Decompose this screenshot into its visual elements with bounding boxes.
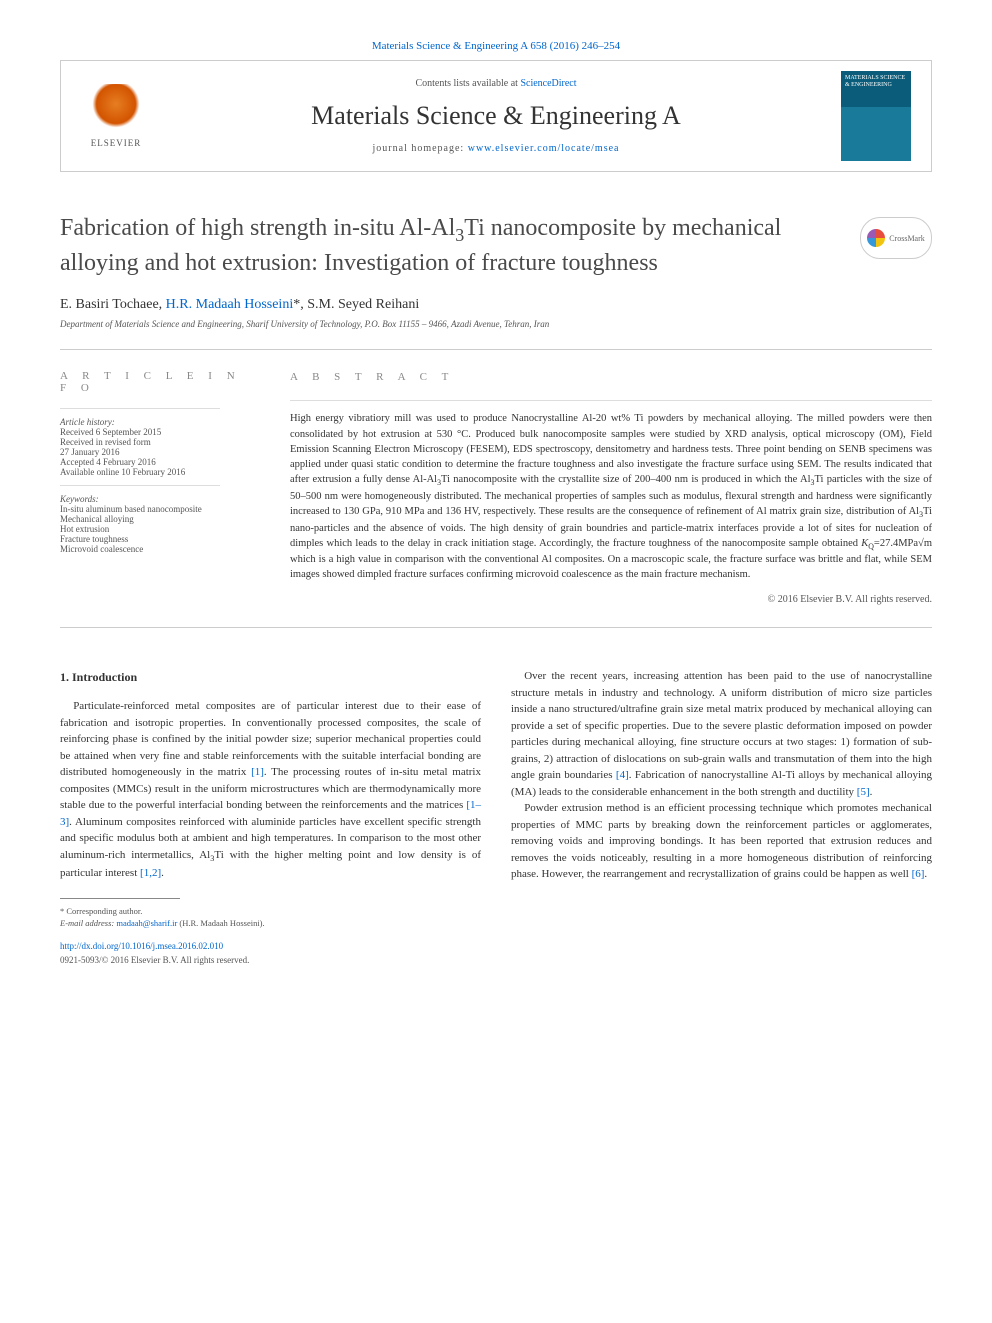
affiliation: Department of Materials Science and Engi… xyxy=(60,319,932,329)
keyword-2: Mechanical alloying xyxy=(60,514,260,524)
crossmark-badge[interactable]: CrossMark xyxy=(860,217,932,259)
authors-line: E. Basiri Tochaee, H.R. Madaah Hosseini*… xyxy=(60,297,932,313)
intro-para-2: Over the recent years, increasing attent… xyxy=(511,668,932,800)
ref-link-5[interactable]: [5] xyxy=(857,786,870,798)
doi-block: http://dx.doi.org/10.1016/j.msea.2016.02… xyxy=(60,940,481,967)
journal-header: ELSEVIER Contents lists available at Sci… xyxy=(60,60,932,172)
abstract-heading: A B S T R A C T xyxy=(290,370,932,386)
sciencedirect-link[interactable]: ScienceDirect xyxy=(520,78,576,89)
copyright-line: © 2016 Elsevier B.V. All rights reserved… xyxy=(290,593,932,608)
revised-line2: 27 January 2016 xyxy=(60,447,260,457)
ref-link-4[interactable]: [4] xyxy=(616,769,629,781)
cover-label: MATERIALS SCIENCE & ENGINEERING xyxy=(845,75,911,88)
homepage-link[interactable]: www.elsevier.com/locate/msea xyxy=(468,143,620,154)
intro-para-3: Powder extrusion method is an efficient … xyxy=(511,800,932,883)
keywords-label: Keywords: xyxy=(60,494,260,504)
journal-cover-thumb: MATERIALS SCIENCE & ENGINEERING xyxy=(841,71,911,161)
footnote-divider xyxy=(60,898,180,899)
abstract-text: High energy vibratiory mill was used to … xyxy=(290,411,932,582)
contents-line: Contents lists available at ScienceDirec… xyxy=(151,78,841,89)
citation-line: Materials Science & Engineering A 658 (2… xyxy=(60,40,932,52)
history-label: Article history: xyxy=(60,417,260,427)
article-title: Fabrication of high strength in-situ Al-… xyxy=(60,212,852,279)
ref-link-1[interactable]: [1] xyxy=(251,766,264,778)
author-3: S.M. Seyed Reihani xyxy=(307,297,419,312)
divider-bottom xyxy=(60,627,932,628)
author-1: E. Basiri Tochaee xyxy=(60,297,159,312)
received-date: Received 6 September 2015 xyxy=(60,427,260,437)
body-column-right: Over the recent years, increasing attent… xyxy=(511,668,932,967)
issn-line: 0921-5093/© 2016 Elsevier B.V. All right… xyxy=(60,955,249,965)
doi-link[interactable]: http://dx.doi.org/10.1016/j.msea.2016.02… xyxy=(60,941,223,951)
ref-link-1-2[interactable]: [1,2] xyxy=(140,867,161,879)
homepage-prefix: journal homepage: xyxy=(373,143,468,154)
article-info-column: A R T I C L E I N F O Article history: R… xyxy=(60,370,260,607)
article-info-heading: A R T I C L E I N F O xyxy=(60,370,260,394)
intro-para-1: Particulate-reinforced metal composites … xyxy=(60,698,481,882)
abstract-column: A B S T R A C T High energy vibratiory m… xyxy=(290,370,932,607)
keyword-4: Fracture toughness xyxy=(60,534,260,544)
publisher-name: ELSEVIER xyxy=(91,138,142,148)
homepage-line: journal homepage: www.elsevier.com/locat… xyxy=(151,143,841,154)
contents-prefix: Contents lists available at xyxy=(415,78,520,89)
author-2-link[interactable]: H.R. Madaah Hosseini xyxy=(166,297,294,312)
citation-link[interactable]: Materials Science & Engineering A 658 (2… xyxy=(372,40,620,52)
divider-top xyxy=(60,349,932,350)
ref-link-6[interactable]: [6] xyxy=(912,868,925,880)
revised-line1: Received in revised form xyxy=(60,437,260,447)
keyword-1: In-situ aluminum based nanocomposite xyxy=(60,504,260,514)
keyword-3: Hot extrusion xyxy=(60,524,260,534)
publisher-logo: ELSEVIER xyxy=(81,76,151,156)
elsevier-tree-icon xyxy=(91,84,141,134)
crossmark-label: CrossMark xyxy=(889,234,925,243)
online-date: Available online 10 February 2016 xyxy=(60,467,260,477)
journal-name: Materials Science & Engineering A xyxy=(151,101,841,131)
crossmark-icon xyxy=(867,229,885,247)
section-1-heading: 1. Introduction xyxy=(60,668,481,686)
email-note: E-mail address: madaah@sharif.ir (H.R. M… xyxy=(60,917,481,930)
email-link[interactable]: madaah@sharif.ir xyxy=(116,918,177,928)
corresponding-note: * Corresponding author. xyxy=(60,905,481,918)
keyword-5: Microvoid coalescence xyxy=(60,544,260,554)
body-column-left: 1. Introduction Particulate-reinforced m… xyxy=(60,668,481,967)
accepted-date: Accepted 4 February 2016 xyxy=(60,457,260,467)
